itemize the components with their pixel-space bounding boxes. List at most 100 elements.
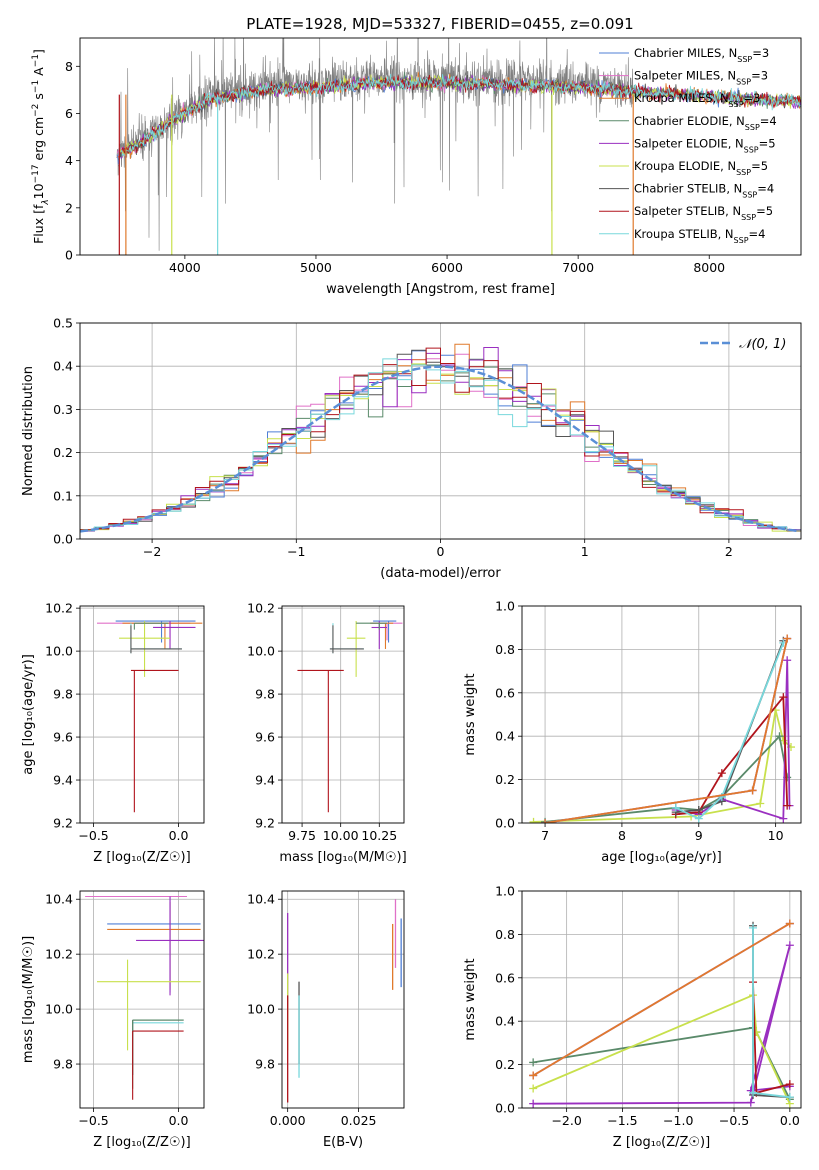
y-tick-label: 0.0 [495, 1101, 515, 1116]
y-tick-label: 10.0 [247, 644, 275, 659]
weight-marker [785, 1080, 794, 1089]
y-tick-label: 1.0 [495, 599, 515, 614]
x-axis-label: mass [log₁₀(M/M☉)] [279, 850, 406, 865]
x-tick-label: −2.0 [551, 1113, 581, 1128]
model-line-9 [120, 73, 801, 157]
weight-marker [775, 732, 784, 741]
errorbar-point-2 [115, 620, 196, 643]
weight-series-6 [749, 923, 794, 1102]
weight-marker [746, 1098, 755, 1107]
legend-item-1: Chabrier MILES, NSSP=3 [599, 46, 769, 64]
weight-marker [749, 1088, 758, 1097]
weight-marker [717, 792, 726, 801]
y-tick-label: 6 [65, 106, 73, 121]
y-tick-label: 0.8 [495, 642, 515, 657]
y-tick-label: 9.8 [255, 1057, 275, 1072]
weight-marker [529, 817, 538, 823]
weight-marker [785, 1093, 794, 1102]
plot-area [80, 343, 801, 533]
weight-line [675, 642, 785, 820]
y-tick-label: 0 [65, 248, 73, 263]
y-tick-label: 9.4 [53, 773, 73, 788]
x-axis-label: age [log₁₀(age/yr)] [601, 850, 722, 865]
errorbar-point-7 [329, 625, 364, 654]
x-tick-label: −0.5 [719, 1113, 749, 1128]
weight-series-2 [541, 732, 792, 823]
axes-frame [79, 890, 205, 1109]
y-tick-label: 10.0 [247, 1002, 275, 1017]
weight-marker [785, 919, 794, 928]
legend-label: Chabrier MILES, NSSP=3 [634, 46, 769, 64]
errorbar-point-8 [356, 622, 388, 630]
legend: 𝒩(0, 1) [700, 337, 786, 352]
x-axis-label: Z [log₁₀(Z/Z☉)] [93, 1135, 190, 1150]
errorbar-point-8 [132, 1019, 184, 1089]
weight-series-4 [749, 978, 794, 1097]
y-tick-label: 0.2 [495, 772, 515, 787]
weight-marker [541, 819, 550, 823]
y-tick-label: 0.4 [495, 1014, 515, 1029]
y-tick-label: 10.4 [45, 892, 73, 907]
y-tick-label: 4 [65, 153, 73, 168]
weight-line [533, 945, 791, 1105]
y-tick-label: 8 [65, 59, 73, 74]
x-tick-label: 7000 [562, 260, 594, 275]
x-axis-label: E(B-V) [323, 1135, 363, 1150]
panel-mass_vs_Z: −0.5 0.0 9.8 10.0 10.2 10.4 Z [log₁₀(Z/Z☉)] mas… [21, 890, 205, 1150]
observed-spectrum-line [116, 38, 634, 251]
axes-frame [281, 605, 405, 824]
x-tick-label: −1.0 [663, 1113, 693, 1128]
weight-marker [783, 634, 792, 643]
x-tick-label: 10.00 [323, 828, 359, 843]
axes-frame [79, 37, 802, 256]
x-tick-label: 0.0 [169, 1113, 189, 1128]
weight-line [544, 638, 789, 823]
x-tick-label: 1 [581, 544, 589, 559]
y-tick-label: 0.8 [495, 927, 515, 942]
legend-label: Chabrier ELODIE, NSSP=4 [634, 114, 777, 132]
x-tick-label: 0 [437, 544, 445, 559]
y-tick-label: 0.3 [53, 402, 73, 417]
panel-age_vs_Z: −0.5 0.0 9.2 9.4 9.6 9.8 10.0 10.2 Z [log₁₀(Z/Z☉… [21, 601, 205, 865]
weight-series-6 [671, 638, 788, 823]
y-axis-label: mass [log₁₀(M/M☉)] [21, 936, 36, 1063]
y-tick-label: 0.1 [53, 488, 73, 503]
errorbar-point-4 [136, 896, 204, 996]
x-tick-label: −2 [143, 544, 161, 559]
x-tick-label: 10.25 [361, 828, 397, 843]
y-tick-label: 0.0 [495, 816, 515, 831]
figure-title: PLATE=1928, MJD=53327, FIBERID=0455, z=0… [246, 15, 633, 33]
axes-frame [521, 890, 802, 1109]
y-axis-label: mass weight [463, 958, 478, 1040]
y-tick-label: 0.4 [495, 729, 515, 744]
weight-marker [748, 786, 757, 795]
y-tick-label: 9.8 [255, 687, 275, 702]
y-tick-label: 2 [65, 200, 73, 215]
x-tick-label: 0.025 [341, 1113, 377, 1128]
weight-series-1 [529, 706, 796, 823]
x-axis-label: (data-model)/error [380, 566, 501, 581]
weight-marker [529, 1084, 538, 1093]
weight-marker [779, 693, 788, 702]
y-tick-label: 10.2 [45, 947, 73, 962]
y-axis-label: Normed distribution [21, 366, 36, 496]
y-tick-label: 9.6 [53, 730, 73, 745]
legend-label: 𝒩(0, 1) [739, 337, 786, 352]
weight-marker [529, 1099, 538, 1108]
legend-label: Kroupa ELODIE, NSSP=5 [634, 159, 768, 177]
weight-series-8 [541, 634, 792, 823]
panel-spectrum: 4000 5000 6000 7000 8000 0 2 4 6 8 wavelength [Ang… [31, 37, 802, 297]
errorbar-point-9 [130, 669, 179, 813]
legend-item-4: Chabrier ELODIE, NSSP=4 [599, 114, 777, 132]
errorbar-point-7 [130, 625, 182, 654]
y-axis-label: age [log₁₀(age/yr)] [21, 654, 36, 775]
weight-marker [717, 769, 726, 778]
legend-label: Chabrier STELIB, NSSP=4 [634, 182, 774, 200]
x-tick-label: −1 [287, 544, 305, 559]
y-tick-label: 9.8 [53, 1057, 73, 1072]
panel-residuals: −2 −1 0 1 2 0.0 0.1 0.2 0.3 0.4 0.5 (data-model)/er… [21, 316, 802, 581]
errorbar-point-9 [132, 1030, 184, 1100]
x-tick-label: 7 [541, 828, 549, 843]
x-tick-label: 9 [695, 828, 703, 843]
weight-line [544, 638, 789, 823]
